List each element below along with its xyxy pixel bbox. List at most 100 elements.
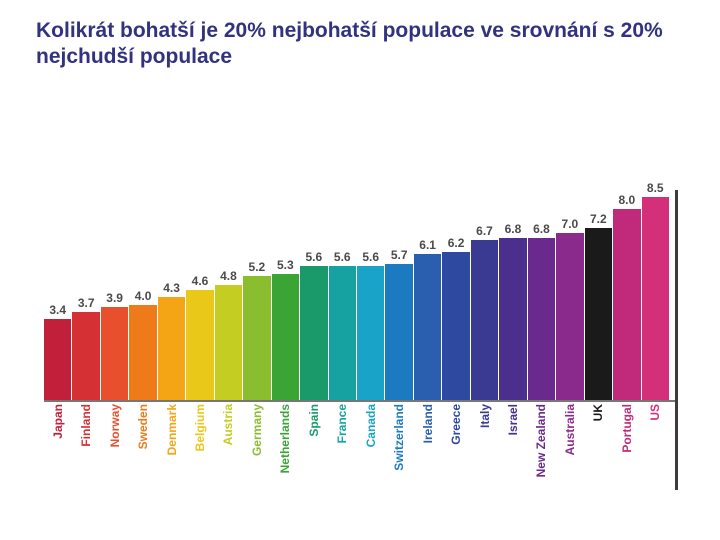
bar-value: 4.0	[129, 289, 156, 303]
bar-label: Spain	[307, 404, 321, 437]
bar-value: 3.4	[44, 303, 71, 317]
bar-label: US	[648, 404, 662, 421]
bar-column: 8.0	[613, 190, 640, 400]
bar-label: Belgium	[193, 404, 207, 451]
bar: 5.6	[329, 266, 356, 400]
bar: 4.8	[215, 285, 242, 400]
bar-value: 8.5	[642, 181, 669, 195]
bars-container: 3.43.73.94.04.34.64.85.25.35.65.65.65.76…	[44, 190, 669, 400]
label-column: Spain	[300, 402, 327, 490]
bar-label: Denmark	[165, 404, 179, 455]
bar: 5.3	[272, 274, 299, 400]
label-column: Israel	[499, 402, 526, 490]
label-column: Finland	[72, 402, 99, 490]
bar-column: 5.2	[243, 190, 270, 400]
bar: 4.6	[186, 290, 213, 400]
bar-column: 5.3	[272, 190, 299, 400]
bar-label: Israel	[506, 404, 520, 435]
label-column: Portugal	[613, 402, 640, 490]
bar-label: Austria	[221, 404, 235, 445]
bar-value: 6.8	[499, 222, 526, 236]
label-column: Switzerland	[385, 402, 412, 490]
bar: 5.2	[243, 276, 270, 400]
bar-label: Switzerland	[392, 404, 406, 471]
bar: 4.0	[129, 305, 156, 400]
bar-column: 3.4	[44, 190, 71, 400]
bar: 8.0	[613, 209, 640, 400]
bar-column: 6.7	[471, 190, 498, 400]
bar-column: 6.2	[442, 190, 469, 400]
chart: 3.43.73.94.04.34.64.85.25.35.65.65.65.76…	[44, 190, 678, 490]
page-title: Kolikrát bohatší je 20% nejbohatší popul…	[36, 18, 692, 69]
bar-value: 6.2	[442, 236, 469, 250]
labels-container: Japan Finland Norway Sweden Denmark Belgium Au…	[44, 402, 669, 490]
bar-column: 7.0	[556, 190, 583, 400]
bar-value: 4.6	[186, 274, 213, 288]
bar-value: 7.0	[556, 217, 583, 231]
bar-label: Japan	[51, 404, 65, 439]
bar-column: 4.0	[129, 190, 156, 400]
bar-value: 5.7	[385, 248, 412, 262]
bar: 6.8	[499, 238, 526, 400]
bar-label: Canada	[364, 404, 378, 447]
bar-value: 5.2	[243, 260, 270, 274]
bar-column: 3.7	[72, 190, 99, 400]
bar-column: 6.8	[499, 190, 526, 400]
bar-label: Australia	[563, 404, 577, 455]
bar-label: Germany	[250, 404, 264, 456]
bar-column: 7.2	[585, 190, 612, 400]
label-column: Canada	[357, 402, 384, 490]
bar-label: Ireland	[421, 404, 435, 443]
label-column: Germany	[243, 402, 270, 490]
bar-label: UK	[591, 404, 605, 421]
bar-value: 6.7	[471, 224, 498, 238]
label-column: Australia	[556, 402, 583, 490]
bar-label: Norway	[108, 404, 122, 447]
bar: 6.8	[528, 238, 555, 400]
bar-value: 6.8	[528, 222, 555, 236]
bar-value: 5.3	[272, 258, 299, 272]
bar-value: 3.7	[72, 296, 99, 310]
bar-value: 5.6	[329, 250, 356, 264]
bar-label: Portugal	[620, 404, 634, 453]
bar-column: 5.6	[357, 190, 384, 400]
bar-value: 4.3	[158, 281, 185, 295]
bar: 5.6	[300, 266, 327, 400]
bar-label: Italy	[478, 404, 492, 428]
bar: 8.5	[642, 197, 669, 400]
bar-column: 3.9	[101, 190, 128, 400]
bar: 6.7	[471, 240, 498, 400]
bar-column: 5.7	[385, 190, 412, 400]
label-column: Norway	[101, 402, 128, 490]
bar-column: 6.8	[528, 190, 555, 400]
bar-column: 5.6	[300, 190, 327, 400]
label-column: New Zealand	[528, 402, 555, 490]
label-column: Japan	[44, 402, 71, 490]
bar-column: 4.8	[215, 190, 242, 400]
label-column: UK	[585, 402, 612, 490]
page: Kolikrát bohatší je 20% nejbohatší popul…	[0, 0, 720, 540]
bar: 5.6	[357, 266, 384, 400]
label-column: Belgium	[186, 402, 213, 490]
bar-label: Finland	[79, 404, 93, 447]
bar-value: 5.6	[300, 250, 327, 264]
bar-column: 5.6	[329, 190, 356, 400]
label-column: US	[642, 402, 669, 490]
label-column: Sweden	[129, 402, 156, 490]
bar-value: 3.9	[101, 291, 128, 305]
bar-label: Greece	[449, 404, 463, 445]
bar-column: 8.5	[642, 190, 669, 400]
bar-column: 6.1	[414, 190, 441, 400]
label-column: France	[329, 402, 356, 490]
bar-label: France	[335, 404, 349, 443]
label-column: Greece	[442, 402, 469, 490]
bar: 6.1	[414, 254, 441, 400]
bar-label: New Zealand	[534, 404, 548, 477]
label-column: Italy	[471, 402, 498, 490]
bar-label: Netherlands	[278, 404, 292, 473]
bar: 7.2	[585, 228, 612, 400]
bar: 3.7	[72, 312, 99, 400]
bar-column: 4.6	[186, 190, 213, 400]
label-column: Netherlands	[272, 402, 299, 490]
label-column: Austria	[215, 402, 242, 490]
